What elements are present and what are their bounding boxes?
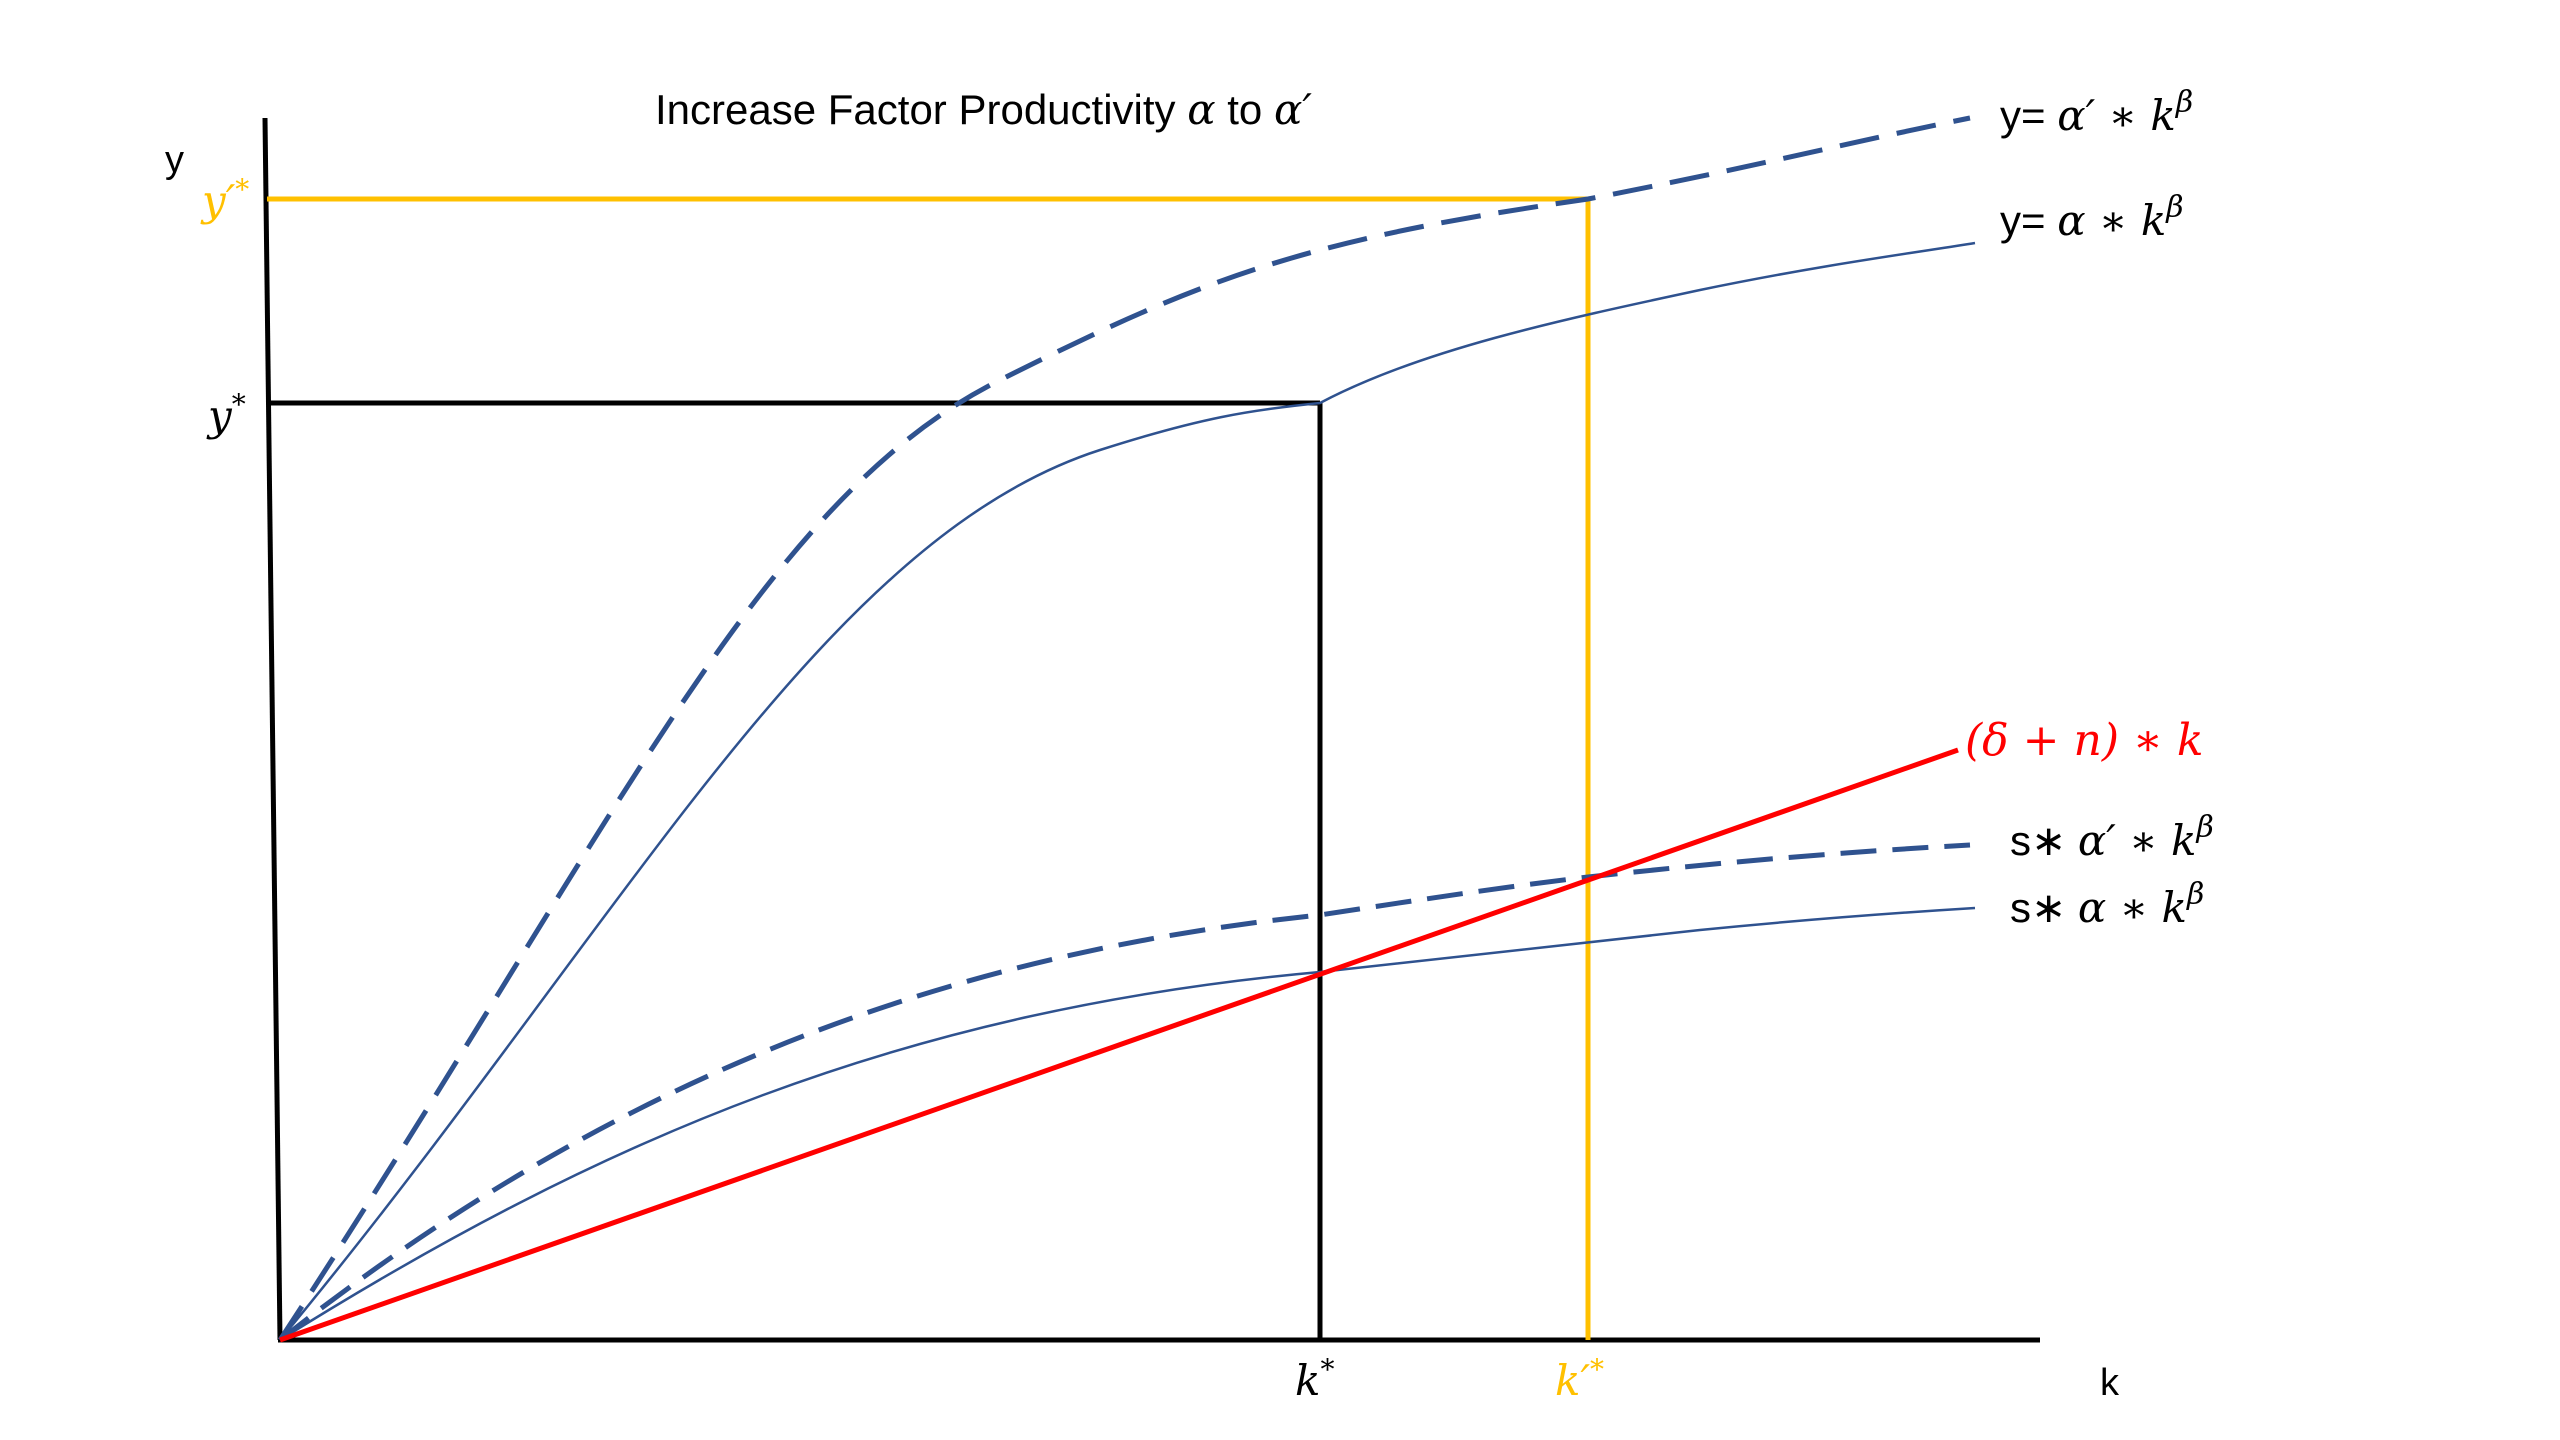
label-y-alpha-prime-expr: α′ ∗ k [2057,91,2176,140]
title-alpha: α [1187,85,1215,134]
tick-k-prime-star: k′* [1555,1353,1604,1405]
label-y-alpha-prefix: y= [2000,197,2057,244]
curve-s-alpha-prime [278,842,1971,1342]
tick-k-prime-star-sup: * [1590,1353,1604,1386]
tick-y-star: y* [206,388,246,440]
label-y-alpha-sup: β [2165,190,2183,225]
tick-k-star-sup: * [1320,1353,1334,1386]
label-y-alpha-prime: y= α′ ∗ kβ [2000,85,2193,140]
label-depreciation-expr: (δ + n) ∗ k [1965,715,2204,766]
label-s-alpha-prime-sup: β [2195,810,2213,845]
curve-s-alpha [279,906,1976,1342]
label-s-alpha-prime-prefix: s∗ [2010,817,2078,864]
tick-y-prime-star-base: y′ [200,176,236,225]
diagram-title: Increase Factor Productivity α to α′ [655,85,1312,134]
label-y-alpha-prime-sup: β [2175,85,2193,120]
label-depreciation: (δ + n) ∗ k [1965,715,2204,766]
label-s-alpha-prefix: s∗ [2010,884,2078,931]
label-y-alpha-expr: α ∗ k [2057,196,2166,245]
title-prefix: Increase Factor Productivity [655,86,1187,133]
label-s-alpha-prime: s∗ α′ ∗ kβ [2010,810,2214,865]
label-y-alpha: y= α ∗ kβ [2000,190,2184,245]
depreciation-line [279,747,1959,1343]
curve-y-alpha [279,241,1976,1341]
tick-y-prime-star-sup: * [235,173,249,206]
y-axis [262,117,283,1341]
title-alpha-prime: α′ [1274,85,1312,134]
label-s-alpha-sup: β [2186,877,2204,912]
x-axis-label: k [2100,1362,2120,1404]
label-s-alpha: s∗ α ∗ kβ [2010,877,2204,932]
curve-y-alpha-prime [277,115,1971,1342]
tick-k-star: k* [1295,1353,1334,1405]
tick-y-star-sup: * [232,388,246,421]
label-y-alpha-prime-prefix: y= [2000,92,2057,139]
tick-y-prime-star: y′* [200,173,249,225]
tick-k-prime-star-base: k′ [1555,1356,1590,1405]
label-s-alpha-expr: α ∗ k [2078,883,2187,932]
y-axis-label: y [165,139,184,181]
label-s-alpha-prime-expr: α′ ∗ k [2078,816,2197,865]
title-to: to [1216,86,1274,133]
tick-y-star-base: y [206,391,233,440]
tick-k-star-base: k [1295,1356,1320,1405]
